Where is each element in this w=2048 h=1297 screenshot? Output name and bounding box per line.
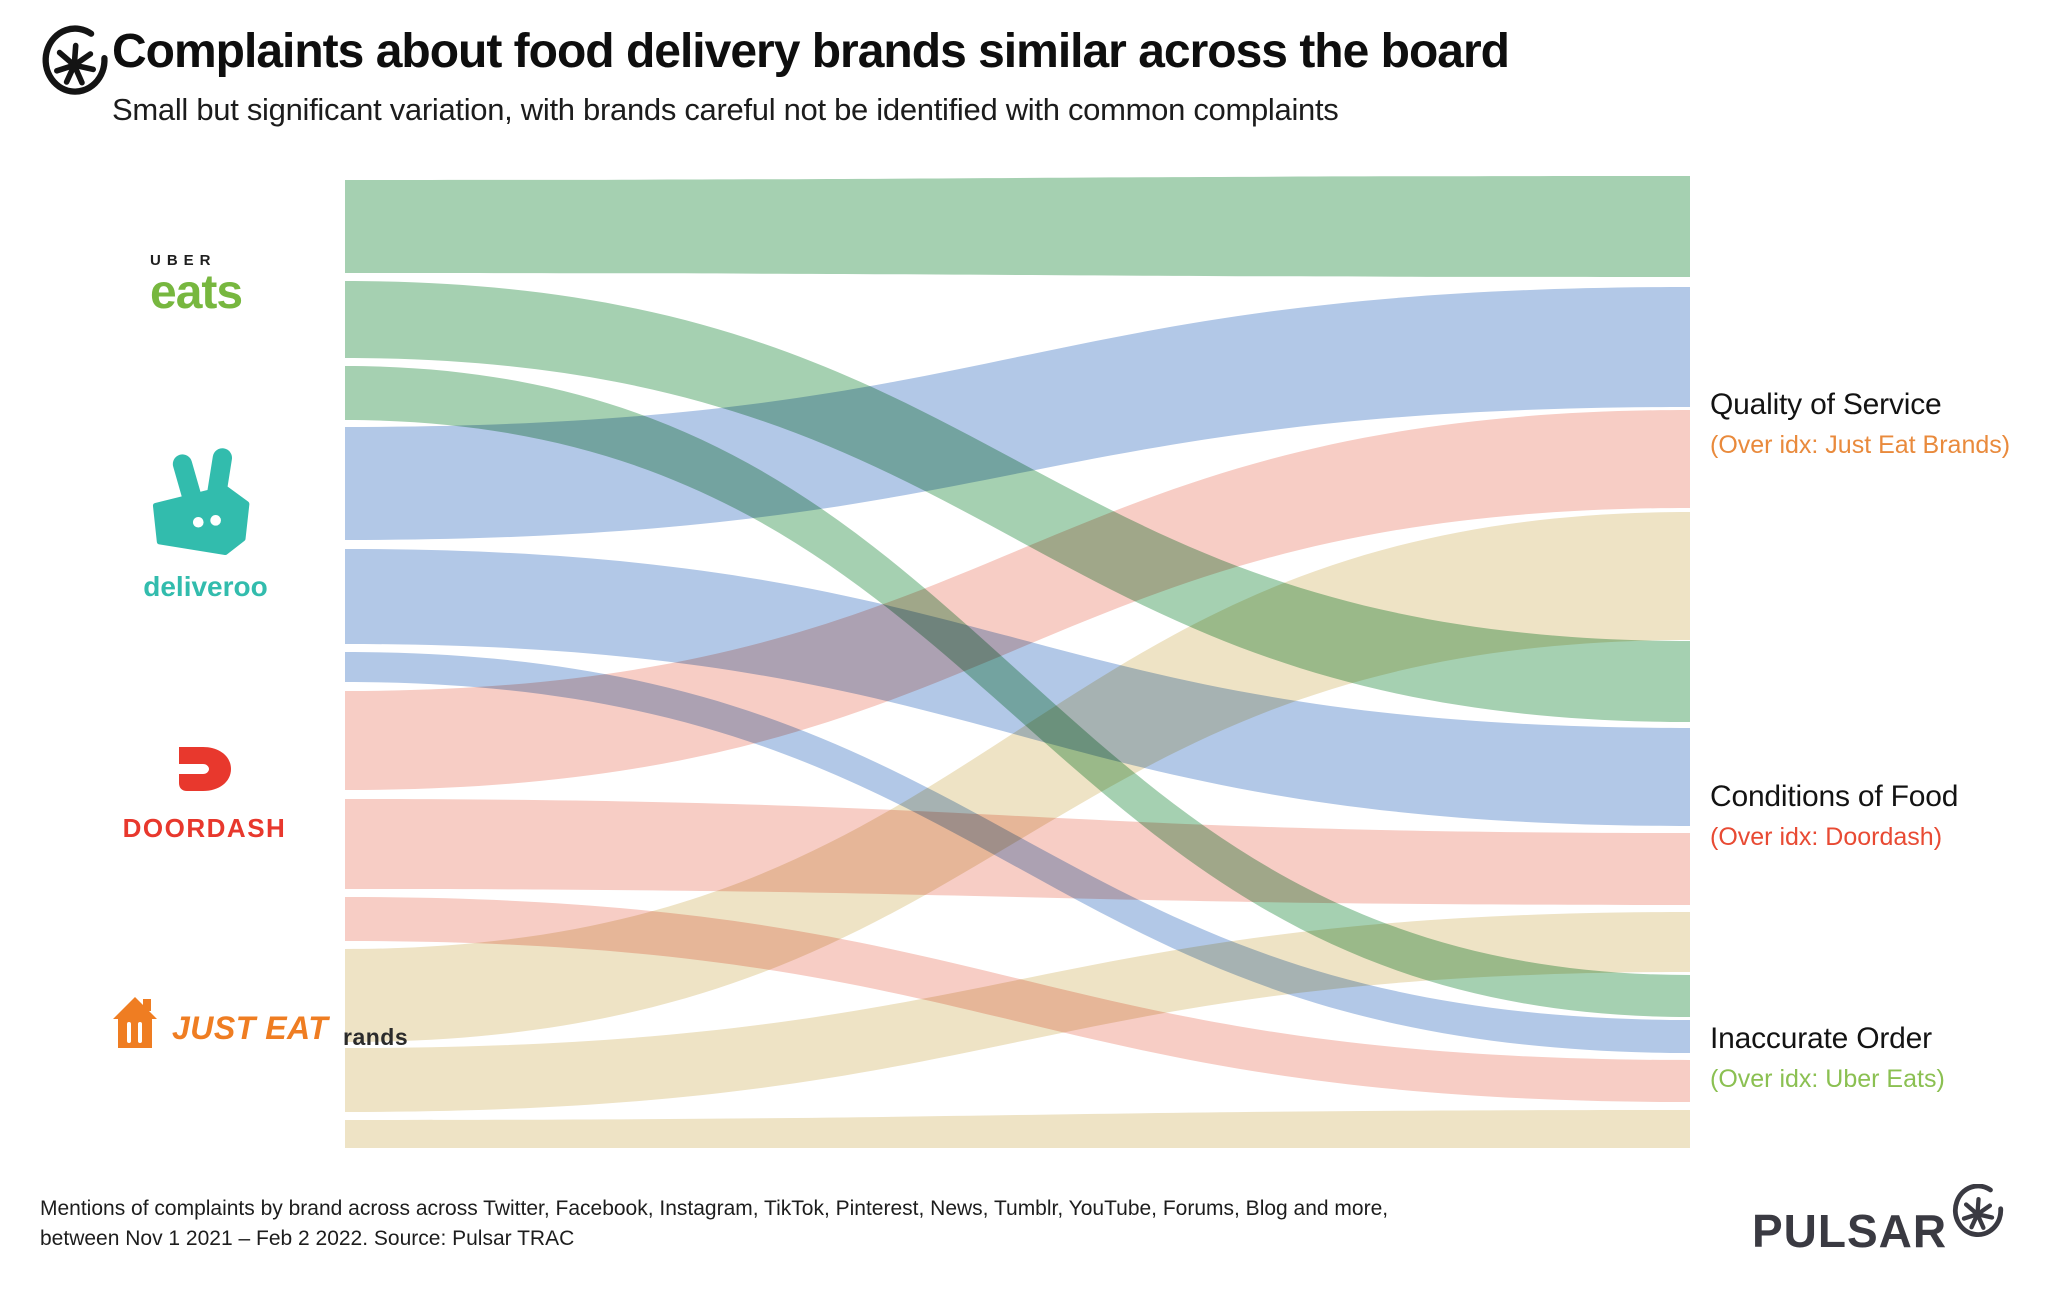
flow-deliveroo-to-quality-of-service [345, 287, 1690, 540]
pulsar-wordmark: PULSAR [1752, 1205, 1948, 1257]
flow-just-eat-to-conditions-of-food [345, 912, 1690, 1112]
target-title: Inaccurate Order [1710, 1022, 1932, 1055]
pulsar-brand: PULSAR [1752, 1184, 2005, 1258]
pulsar-asterisk-icon [1953, 1184, 2004, 1238]
brand-uber-eats: UBER eats [150, 252, 243, 320]
page-subtitle: Small but significant variation, with br… [112, 92, 1339, 127]
flow-doordash-to-quality-of-service [345, 410, 1690, 790]
just-eat-wordmark: JUST EAT [172, 1010, 329, 1046]
uber-wordmark-top: UBER [150, 252, 217, 269]
target-overindex: (Over idx: Just Eat Brands) [1710, 431, 2011, 459]
just-eat-house-icon [113, 997, 157, 1048]
caption-line-1: Mentions of complaints by brand across a… [40, 1197, 1389, 1220]
target-label-inaccurate-order: Inaccurate Order (Over idx: Uber Eats) [1710, 1022, 1945, 1094]
sankey-chart [345, 176, 1690, 1148]
target-title: Conditions of Food [1710, 780, 1959, 813]
doordash-wordmark: DOORDASH [122, 813, 287, 843]
flow-doordash-to-conditions-of-food [345, 799, 1690, 905]
target-label-quality-of-service: Quality of Service (Over idx: Just Eat B… [1710, 388, 2010, 460]
brand-just-eat: JUST EAT [110, 994, 328, 1052]
brand-deliveroo: deliveroo [118, 448, 293, 603]
target-overindex: (Over idx: Doordash) [1710, 823, 1943, 851]
flow-just-eat-to-quality-of-service [345, 512, 1690, 1042]
target-title: Quality of Service [1710, 388, 1942, 421]
caption-line-2: between Nov 1 2021 – Feb 2 2022. Source:… [40, 1227, 575, 1251]
source-caption: Mentions of complaints by brand across a… [40, 1194, 1388, 1255]
doordash-d-icon [178, 747, 231, 791]
page-title: Complaints about food delivery brands si… [112, 25, 1510, 78]
cutoff-node-label: rands [343, 1024, 409, 1050]
flow-just-eat-to-inaccurate-order [345, 1110, 1690, 1148]
target-label-conditions-of-food: Conditions of Food (Over idx: Doordash) [1710, 780, 1958, 852]
uber-eats-wordmark: eats [150, 266, 243, 319]
deliveroo-kangaroo-icon [152, 448, 249, 556]
flow-deliveroo-to-conditions-of-food [345, 549, 1690, 826]
deliveroo-wordmark: deliveroo [143, 571, 268, 602]
flow-uber-eats-to-quality-of-service [345, 176, 1690, 277]
brand-doordash: DOORDASH [112, 744, 297, 844]
pulsar-asterisk-icon [42, 25, 108, 95]
target-overindex: (Over idx: Uber Eats) [1710, 1065, 1945, 1093]
